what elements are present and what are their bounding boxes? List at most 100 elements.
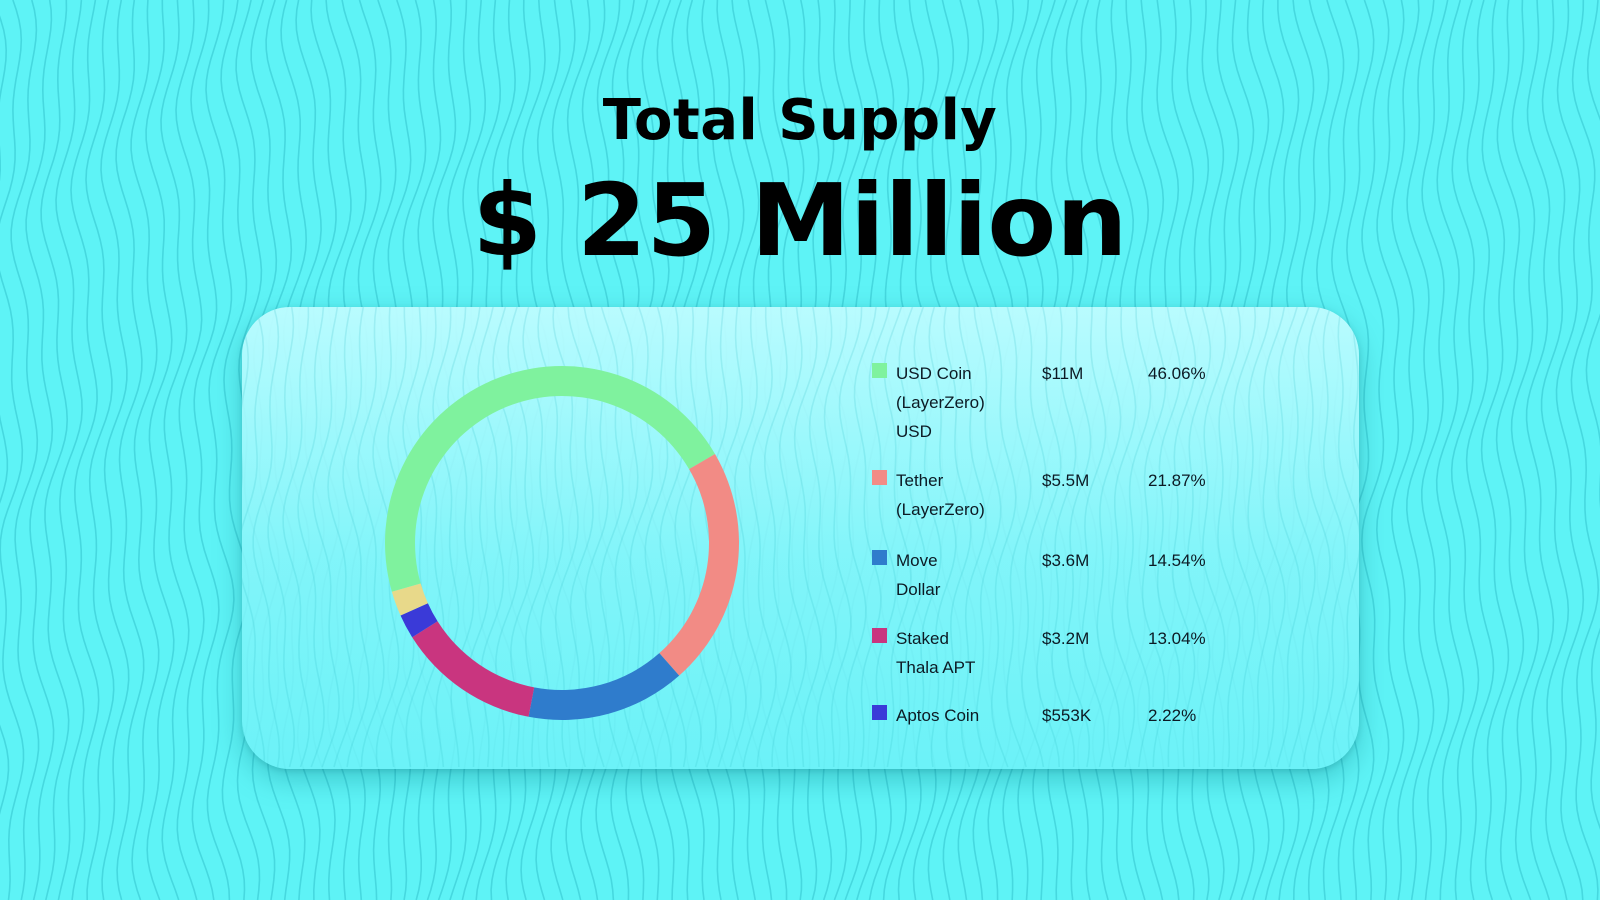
wave-line: [1361, 0, 1390, 900]
donut-segment: [659, 454, 739, 676]
wave-line: [1262, 307, 1286, 768]
wave-line: [958, 307, 987, 768]
wave-line: [1346, 0, 1375, 900]
wave-line: [1405, 0, 1435, 900]
wave-line: [1051, 307, 1077, 768]
legend-label: Move Dollar: [896, 551, 941, 599]
legend-item: Move Dollar $3.6M 14.54%: [872, 546, 1332, 624]
wave-line: [327, 307, 355, 768]
wave-line: [40, 0, 70, 900]
legend-swatch: [872, 628, 887, 643]
legend-percent: 2.22%: [1148, 706, 1197, 725]
wave-line: [1021, 307, 1047, 768]
wave-line: [0, 15, 10, 815]
wave-line: [282, 307, 311, 768]
wave-line: [70, 0, 100, 900]
donut-segment: [528, 653, 680, 720]
wave-line: [1435, 0, 1465, 900]
wave-line: [267, 307, 296, 768]
wave-line: [1111, 307, 1137, 768]
wave-line: [1420, 0, 1450, 900]
wave-line: [1036, 307, 1062, 768]
wave-line: [297, 307, 325, 768]
wave-line: [659, 307, 687, 768]
wave-line: [10, 0, 40, 900]
wave-line: [989, 307, 1017, 768]
wave-line: [1450, 0, 1480, 900]
legend-swatch: [872, 470, 887, 485]
legend-percent: 46.06%: [1148, 364, 1206, 383]
wave-line: [883, 307, 912, 768]
legend-item: Staked Thala APT $3.2M 13.04%: [872, 624, 1332, 701]
wave-line: [447, 307, 475, 768]
wave-line: [689, 307, 717, 768]
wave-line: [357, 307, 385, 768]
wave-line: [913, 307, 942, 767]
legend-value: $5.5M: [1042, 471, 1090, 490]
legend-value: $11M: [1042, 364, 1084, 383]
wave-line: [928, 307, 957, 768]
wave-line: [674, 307, 702, 768]
wave-line: [1217, 307, 1242, 768]
wave-line: [1066, 307, 1092, 768]
chart-legend: USD Coin (LayerZero) USD $11M 46.06% Tet…: [872, 359, 1332, 741]
wave-line: [402, 307, 430, 768]
legend-percent: 21.87%: [1148, 471, 1206, 490]
wave-line: [1186, 307, 1212, 768]
card-wave-texture: [242, 307, 1359, 768]
legend-percent: 14.54%: [1148, 551, 1206, 570]
wave-line: [1495, 0, 1525, 900]
wave-line: [220, 0, 250, 900]
wave-line: [778, 307, 807, 768]
wave-line: [1171, 307, 1197, 768]
wave-line: [100, 0, 130, 900]
legend-item: USD Coin (LayerZero) USD $11M 46.06%: [872, 359, 1332, 466]
wave-line: [898, 307, 927, 768]
legend-value: $3.6M: [1042, 551, 1090, 570]
page-title: Total Supply: [602, 88, 998, 153]
wave-line: [1126, 307, 1152, 768]
wave-line: [749, 307, 777, 768]
wave-line: [1081, 307, 1107, 768]
donut-segment: [412, 621, 535, 717]
wave-line: [808, 307, 837, 768]
legend-label: Tether (LayerZero): [896, 471, 985, 519]
wave-line: [0, 0, 25, 900]
legend-swatch: [872, 363, 887, 378]
wave-line: [115, 0, 145, 900]
wave-line: [1096, 307, 1122, 768]
legend-percent: 13.04%: [1148, 629, 1206, 648]
wave-line: [1232, 307, 1257, 768]
wave-line: [943, 307, 972, 768]
wave-line: [55, 0, 85, 900]
wave-line: [1570, 0, 1600, 900]
donut-chart: [385, 366, 739, 720]
legend-swatch: [872, 550, 887, 565]
wave-line: [734, 307, 762, 768]
wave-line: [25, 0, 55, 900]
wave-line: [1555, 0, 1585, 900]
wave-line: [1465, 0, 1495, 900]
legend-label: Aptos Coin: [896, 706, 980, 725]
supply-card: USD Coin (LayerZero) USD $11M 46.06% Tet…: [242, 307, 1359, 769]
legend-item: Tether (LayerZero) $5.5M 21.87%: [872, 466, 1332, 546]
wave-line: [1525, 0, 1555, 900]
wave-line: [205, 0, 235, 900]
wave-line: [853, 307, 882, 768]
wave-line: [1540, 0, 1570, 900]
legend-label: Staked Thala APT: [896, 629, 976, 677]
legend-swatch: [872, 705, 887, 720]
legend-value: $3.2M: [1042, 629, 1090, 648]
legend-item: Aptos Coin $553K 2.22%: [872, 701, 1332, 741]
wave-line: [1585, 0, 1600, 830]
wave-line: [1005, 307, 1032, 768]
wave-line: [1390, 0, 1420, 900]
legend-label: USD Coin (LayerZero) USD: [896, 364, 985, 441]
wave-line: [342, 307, 370, 768]
wave-line: [417, 307, 445, 768]
wave-line: [1276, 307, 1301, 768]
wave-line: [1201, 307, 1227, 768]
wave-line: [190, 0, 220, 900]
wave-line: [160, 0, 190, 900]
wave-line: [312, 307, 340, 768]
